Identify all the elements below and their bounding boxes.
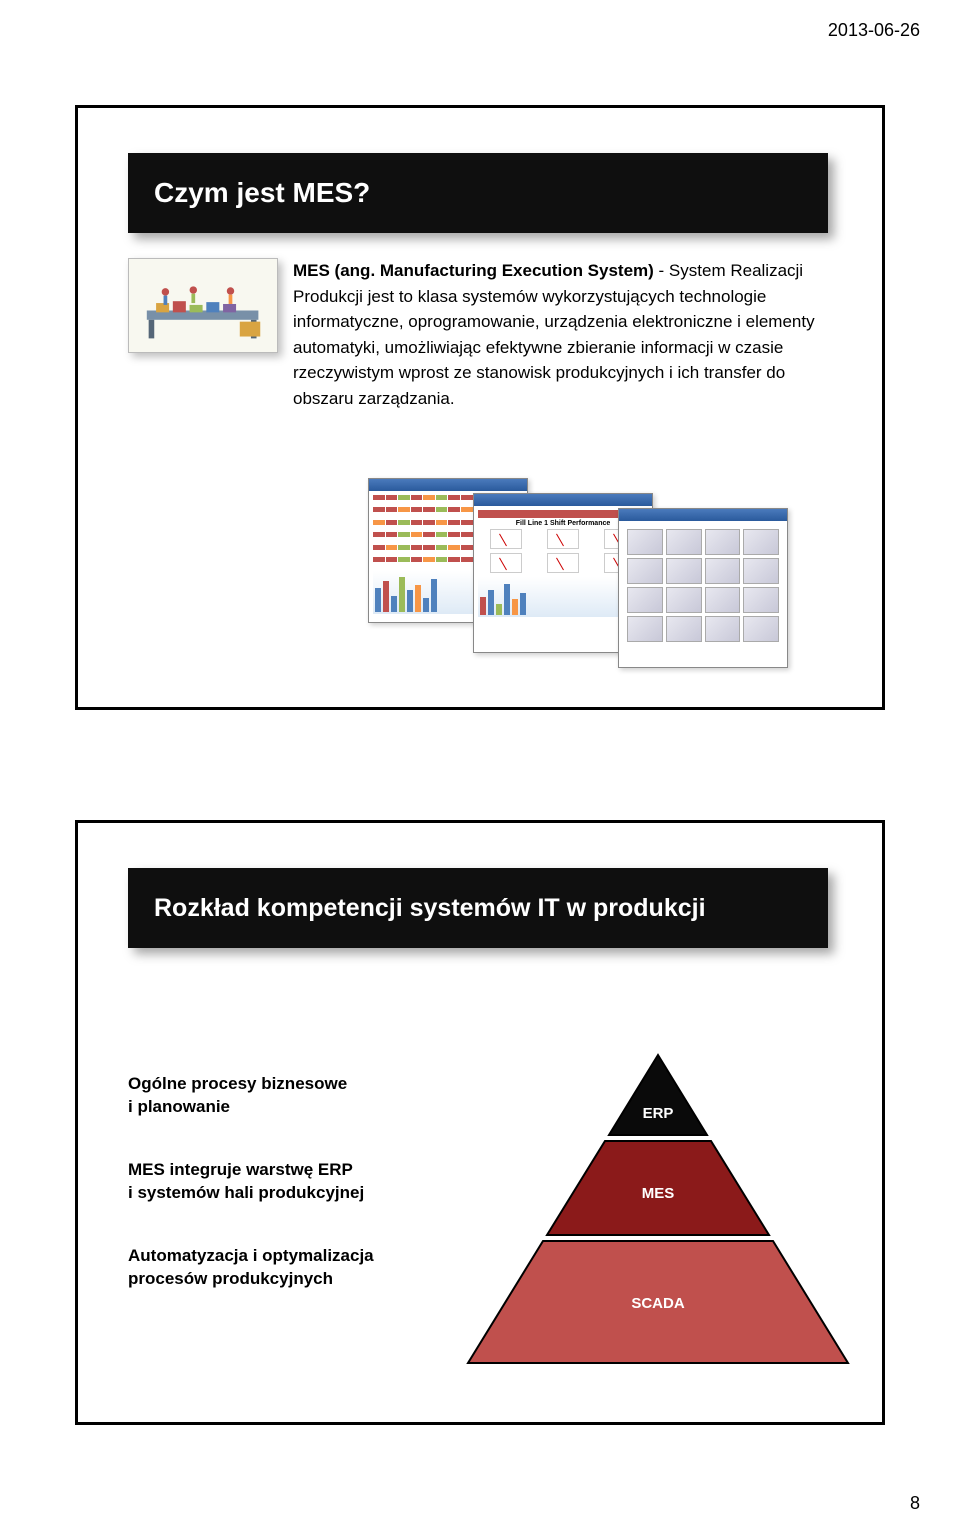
window-content <box>619 521 787 667</box>
label-line: i planowanie <box>128 1096 428 1119</box>
label-line: Ogólne procesy biznesowe <box>128 1073 428 1096</box>
slide-2: Rozkład kompetencji systemów IT w produk… <box>75 820 885 1425</box>
body-lead-rest: - System Realizacji Produkcji jest to kl… <box>293 261 815 408</box>
label-line: i systemów hali produkcyjnej <box>128 1182 428 1205</box>
iso-cell-grid <box>623 525 783 646</box>
body-lead-bold: MES (ang. Manufacturing Execution System… <box>293 261 654 280</box>
label-scada: Automatyzacja i optymalizacja procesów p… <box>128 1245 428 1291</box>
pyramid-label-mes: MES <box>642 1185 675 1202</box>
slide-1: Czym jest MES? MES (ang. Manufacturing E… <box>75 105 885 710</box>
factory-icon <box>136 264 269 348</box>
gauge-icon <box>547 529 579 549</box>
pyramid-layer-erp <box>609 1055 707 1135</box>
slide2-title-banner: Rozkład kompetencji systemów IT w produk… <box>128 868 828 948</box>
slide1-title-text: Czym jest MES? <box>154 177 370 209</box>
window-titlebar <box>474 494 652 506</box>
gauge-icon <box>547 553 579 573</box>
gauge-icon <box>490 529 522 549</box>
mock-dashboard-3 <box>618 508 788 668</box>
pyramid-label-erp: ERP <box>643 1105 674 1122</box>
page-date: 2013-06-26 <box>828 20 920 41</box>
pyramid-diagram: ERP MES SCADA <box>458 1023 858 1383</box>
pyramid-label-scada: SCADA <box>631 1295 685 1312</box>
page-number: 8 <box>910 1493 920 1514</box>
dashboard-screenshots: Fill Line 1 Shift Performance <box>368 478 788 678</box>
slide1-body: MES (ang. Manufacturing Execution System… <box>293 258 848 411</box>
factory-illustration <box>128 258 278 353</box>
pyramid-svg: ERP MES SCADA <box>458 1023 858 1383</box>
pyramid-labels-column: Ogólne procesy biznesowe i planowanie ME… <box>128 1073 428 1331</box>
label-line: Automatyzacja i optymalizacja <box>128 1245 428 1268</box>
slide1-title-banner: Czym jest MES? <box>128 153 828 233</box>
window-titlebar <box>369 479 527 491</box>
label-mes: MES integruje warstwę ERP i systemów hal… <box>128 1159 428 1205</box>
label-line: procesów produkcyjnych <box>128 1268 428 1291</box>
window-titlebar <box>619 509 787 521</box>
slide2-title-text: Rozkład kompetencji systemów IT w produk… <box>154 894 706 923</box>
label-line: MES integruje warstwę ERP <box>128 1159 428 1182</box>
label-erp: Ogólne procesy biznesowe i planowanie <box>128 1073 428 1119</box>
gauge-icon <box>490 553 522 573</box>
